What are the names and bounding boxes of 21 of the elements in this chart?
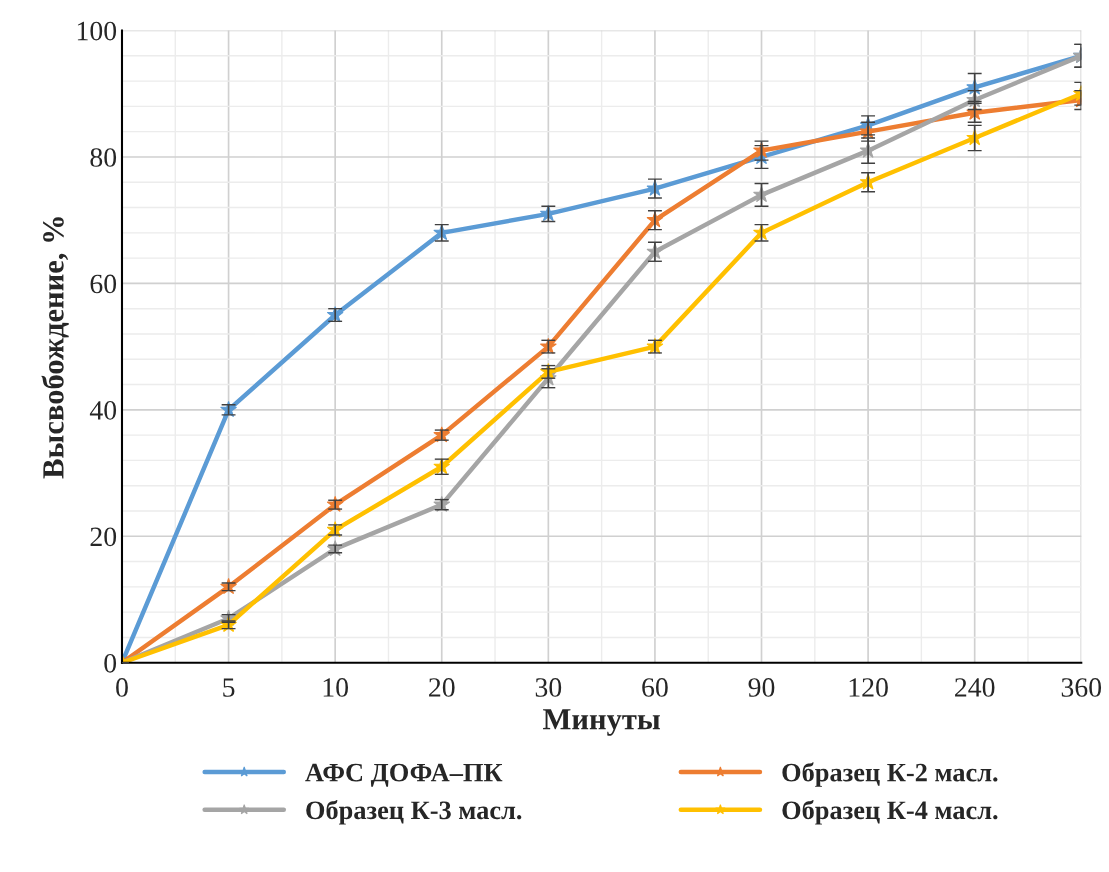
x-tick-label: 60 — [642, 678, 668, 697]
x-tick-label: 120 — [849, 678, 888, 697]
x-tick-label: 5 — [223, 678, 235, 697]
y-axis-title: Высвобождение, % — [41, 217, 69, 479]
x-tick-label: 10 — [323, 678, 348, 697]
legend-label: Образец К-4 масл. — [782, 800, 998, 825]
x-tick-label: 90 — [748, 678, 775, 697]
y-tick-label: 20 — [90, 527, 117, 547]
legend-label: Образец К-3 масл. — [306, 800, 522, 825]
y-tick-label: 60 — [90, 274, 117, 294]
x-tick-label: 360 — [1061, 678, 1102, 697]
legend-label: АФС ДОФА–ПК — [305, 763, 503, 787]
y-tick-label: 0 — [104, 653, 117, 673]
y-tick-label: 80 — [90, 148, 117, 167]
x-tick-label: 240 — [955, 678, 995, 697]
x-axis-title: Минуты — [543, 709, 660, 736]
x-tick-label: 30 — [535, 678, 562, 697]
x-tick-label: 20 — [429, 678, 455, 697]
y-tick-label: 40 — [89, 401, 117, 420]
y-tick-label: 100 — [77, 21, 117, 41]
legend-label: Образец К-2 масл. — [782, 762, 998, 787]
